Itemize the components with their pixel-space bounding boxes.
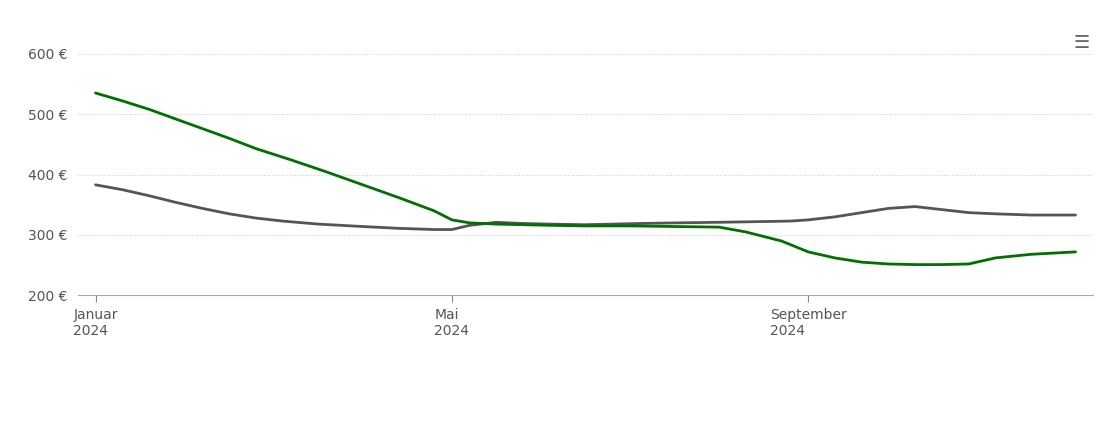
Text: ☰: ☰ [1073,34,1090,52]
